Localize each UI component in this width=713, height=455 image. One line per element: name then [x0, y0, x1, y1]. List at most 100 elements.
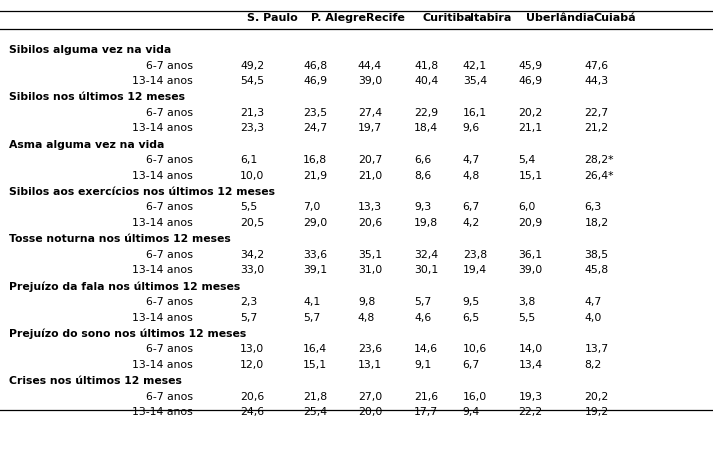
Text: 16,1: 16,1 — [463, 108, 487, 118]
Text: 28,2*: 28,2* — [585, 155, 614, 165]
Text: 13,1: 13,1 — [358, 360, 382, 370]
Text: 13-14 anos: 13-14 anos — [132, 265, 193, 275]
Text: 35,1: 35,1 — [358, 250, 382, 260]
Text: 8,6: 8,6 — [414, 171, 431, 181]
Text: 23,3: 23,3 — [240, 123, 265, 133]
Text: 19,2: 19,2 — [585, 407, 609, 417]
Text: 33,0: 33,0 — [240, 265, 265, 275]
Text: 13,3: 13,3 — [358, 202, 382, 212]
Text: Uberlândia: Uberlândia — [526, 13, 595, 23]
Text: 5,4: 5,4 — [518, 155, 535, 165]
Text: 16,4: 16,4 — [303, 344, 327, 354]
Text: 4,1: 4,1 — [303, 297, 320, 307]
Text: Cuiabá: Cuiabá — [593, 13, 636, 23]
Text: 7,0: 7,0 — [303, 202, 320, 212]
Text: 13,0: 13,0 — [240, 344, 265, 354]
Text: 22,2: 22,2 — [518, 407, 543, 417]
Text: 2,3: 2,3 — [240, 297, 257, 307]
Text: Sibilos nos últimos 12 meses: Sibilos nos últimos 12 meses — [9, 92, 185, 102]
Text: 13-14 anos: 13-14 anos — [132, 123, 193, 133]
Text: 5,7: 5,7 — [303, 313, 320, 323]
Text: 6-7 anos: 6-7 anos — [145, 108, 193, 118]
Text: 54,5: 54,5 — [240, 76, 265, 86]
Text: 8,2: 8,2 — [585, 360, 602, 370]
Text: 40,4: 40,4 — [414, 76, 438, 86]
Text: 5,5: 5,5 — [240, 202, 257, 212]
Text: 19,4: 19,4 — [463, 265, 487, 275]
Text: 4,7: 4,7 — [585, 297, 602, 307]
Text: 44,3: 44,3 — [585, 76, 609, 86]
Text: 23,5: 23,5 — [303, 108, 327, 118]
Text: 24,7: 24,7 — [303, 123, 327, 133]
Text: Itabira: Itabira — [470, 13, 511, 23]
Text: 6-7 anos: 6-7 anos — [145, 344, 193, 354]
Text: 5,5: 5,5 — [518, 313, 535, 323]
Text: 20,2: 20,2 — [585, 392, 609, 402]
Text: 4,6: 4,6 — [414, 313, 431, 323]
Text: 45,8: 45,8 — [585, 265, 609, 275]
Text: 27,0: 27,0 — [358, 392, 382, 402]
Text: 39,0: 39,0 — [358, 76, 382, 86]
Text: 10,0: 10,0 — [240, 171, 265, 181]
Text: 6-7 anos: 6-7 anos — [145, 250, 193, 260]
Text: Recife: Recife — [366, 13, 405, 23]
Text: 44,4: 44,4 — [358, 61, 382, 71]
Text: 6,1: 6,1 — [240, 155, 257, 165]
Text: 6-7 anos: 6-7 anos — [145, 297, 193, 307]
Text: 15,1: 15,1 — [518, 171, 543, 181]
Text: 35,4: 35,4 — [463, 76, 487, 86]
Text: 22,7: 22,7 — [585, 108, 609, 118]
Text: 4,8: 4,8 — [463, 171, 480, 181]
Text: Crises nos últimos 12 meses: Crises nos últimos 12 meses — [9, 376, 181, 386]
Text: 30,1: 30,1 — [414, 265, 438, 275]
Text: 13-14 anos: 13-14 anos — [132, 171, 193, 181]
Text: Sibilos aos exercícios nos últimos 12 meses: Sibilos aos exercícios nos últimos 12 me… — [9, 187, 275, 197]
Text: 33,6: 33,6 — [303, 250, 327, 260]
Text: 21,8: 21,8 — [303, 392, 327, 402]
Text: 6,0: 6,0 — [518, 202, 535, 212]
Text: 46,8: 46,8 — [303, 61, 327, 71]
Text: 21,6: 21,6 — [414, 392, 438, 402]
Text: 20,6: 20,6 — [358, 218, 382, 228]
Text: 23,6: 23,6 — [358, 344, 382, 354]
Text: 21,2: 21,2 — [585, 123, 609, 133]
Text: 13-14 anos: 13-14 anos — [132, 76, 193, 86]
Text: 9,4: 9,4 — [463, 407, 480, 417]
Text: 9,8: 9,8 — [358, 297, 375, 307]
Text: 3,8: 3,8 — [518, 297, 535, 307]
Text: 42,1: 42,1 — [463, 61, 487, 71]
Text: 21,0: 21,0 — [358, 171, 382, 181]
Text: Tosse noturna nos últimos 12 meses: Tosse noturna nos últimos 12 meses — [9, 234, 230, 244]
Text: 19,7: 19,7 — [358, 123, 382, 133]
Text: 21,9: 21,9 — [303, 171, 327, 181]
Text: 6,5: 6,5 — [463, 313, 480, 323]
Text: 13-14 anos: 13-14 anos — [132, 218, 193, 228]
Text: 13-14 anos: 13-14 anos — [132, 313, 193, 323]
Text: 21,1: 21,1 — [518, 123, 543, 133]
Text: 20,0: 20,0 — [358, 407, 382, 417]
Text: 6-7 anos: 6-7 anos — [145, 61, 193, 71]
Text: 9,3: 9,3 — [414, 202, 431, 212]
Text: Prejuízo do sono nos últimos 12 meses: Prejuízo do sono nos últimos 12 meses — [9, 329, 246, 339]
Text: 39,0: 39,0 — [518, 265, 543, 275]
Text: 46,9: 46,9 — [518, 76, 543, 86]
Text: 20,6: 20,6 — [240, 392, 265, 402]
Text: 49,2: 49,2 — [240, 61, 265, 71]
Text: Prejuízo da fala nos últimos 12 meses: Prejuízo da fala nos últimos 12 meses — [9, 282, 240, 292]
Text: 16,0: 16,0 — [463, 392, 487, 402]
Text: 47,6: 47,6 — [585, 61, 609, 71]
Text: 13,4: 13,4 — [518, 360, 543, 370]
Text: 31,0: 31,0 — [358, 265, 382, 275]
Text: 13-14 anos: 13-14 anos — [132, 407, 193, 417]
Text: 32,4: 32,4 — [414, 250, 438, 260]
Text: 6,7: 6,7 — [463, 202, 480, 212]
Text: Sibilos alguma vez na vida: Sibilos alguma vez na vida — [9, 45, 171, 55]
Text: 9,1: 9,1 — [414, 360, 431, 370]
Text: 26,4*: 26,4* — [585, 171, 614, 181]
Text: 15,1: 15,1 — [303, 360, 327, 370]
Text: 19,8: 19,8 — [414, 218, 438, 228]
Text: 22,9: 22,9 — [414, 108, 438, 118]
Text: 34,2: 34,2 — [240, 250, 265, 260]
Text: 6,3: 6,3 — [585, 202, 602, 212]
Text: 36,1: 36,1 — [518, 250, 543, 260]
